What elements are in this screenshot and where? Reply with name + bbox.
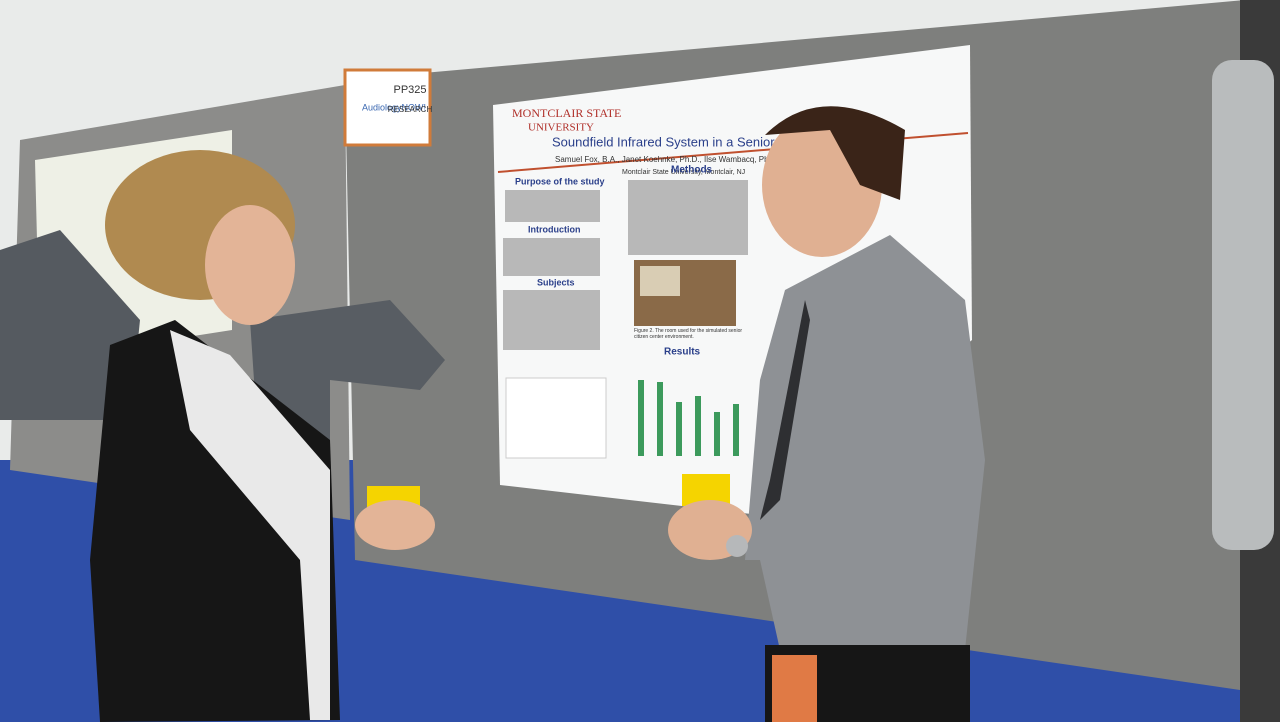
poster-bar-chart — [638, 380, 739, 456]
poster-affiliation: Montclair State University, Montclair, N… — [622, 169, 745, 176]
poster-body-text — [503, 180, 748, 350]
watch — [726, 535, 748, 557]
poster-authors: Samuel Fox, B.A., Janet Koehnke, Ph.D., … — [555, 155, 808, 164]
sign — [343, 68, 432, 147]
person-arm — [0, 230, 140, 420]
pillar — [1212, 60, 1274, 550]
hands — [355, 500, 435, 550]
poster-caption-box: Figure 2. The room used for the simulate… — [634, 328, 743, 340]
poster-caption: Figure 2. The room used for the simulate… — [634, 328, 743, 340]
sign-brand: AudiologyNOW! — [362, 102, 426, 112]
lanyard — [170, 330, 330, 720]
poster-audiogram — [505, 377, 607, 459]
poster-heading: Introduction — [528, 224, 581, 234]
poster-heading: Results — [664, 347, 701, 358]
hair — [765, 106, 905, 200]
poster-heading: Methods — [671, 165, 713, 176]
tie — [760, 300, 810, 520]
badge — [772, 655, 817, 722]
poster-heading: Purpose of the study — [515, 176, 605, 186]
sign-code: PP325 — [393, 84, 426, 96]
poster-photo-window — [640, 266, 680, 296]
sign-label: RESEARCH — [388, 105, 433, 114]
poster-university-line2: UNIVERSITY — [528, 122, 594, 134]
poster-title: Soundfield Infrared System in a Senior C… — [552, 134, 831, 149]
face — [205, 205, 295, 325]
poster-heading: Subjects — [537, 277, 575, 287]
poster-university: MONTCLAIR STATE — [512, 106, 621, 120]
